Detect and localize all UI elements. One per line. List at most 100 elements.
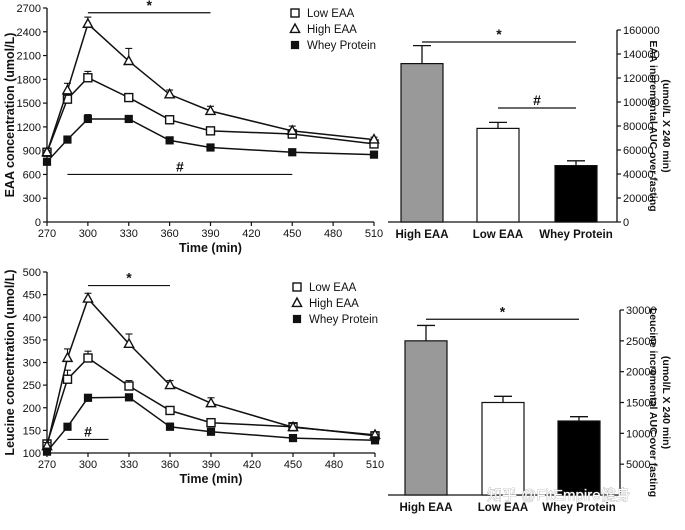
eaa-auc-y-axis-title: EAA incremental AUC over fasting	[647, 40, 659, 211]
leu-line-series-whey-protein-legend-label: Whey Protein	[309, 314, 378, 326]
leu-line-x-tick-label: 510	[366, 459, 384, 471]
eaa-line-series-high-eaa-point	[163, 87, 176, 99]
leu-line-series-whey-protein-point	[165, 422, 175, 431]
eaa-auc-y-tick-label: 80000	[623, 121, 654, 133]
leu-line-x-tick-label: 330	[120, 459, 138, 471]
leu-auc-bar-high-eaa	[404, 340, 448, 496]
leu-line-series-whey-protein-point	[63, 422, 72, 431]
leu-auc-y-tick-label: 5000	[626, 459, 650, 471]
leu-line-y-tick-label: 500	[23, 267, 41, 279]
leu-auc-y-tick-label: 25000	[626, 336, 657, 348]
eaa-auc-category-label: High EAA	[395, 229, 448, 241]
eaa-auc-y-tick-label: 100000	[623, 97, 660, 109]
leu-line-x-tick-label: 360	[161, 459, 179, 471]
eaa-line-series-high-eaa-legend-label: High EAA	[307, 24, 357, 36]
leu-line-series-high-eaa-legend-marker	[291, 296, 303, 308]
leu-line-series-whey-protein-point	[83, 393, 93, 402]
eaa-concentration-panel: 0 300 600 900 1200 1500 1800 2100 2400 2700 270 300…	[3, 0, 383, 255]
leu-line-x-tick-label: 450	[284, 459, 302, 471]
eaa-line-series-whey-protein-point	[288, 148, 297, 157]
leu-line-significance-mark: #	[84, 423, 92, 439]
leu-line-y-tick-label: 300	[23, 358, 41, 370]
leu-line-y-tick-label: 200	[23, 403, 41, 415]
eaa-auc-significance-mark: #	[533, 92, 541, 108]
eaa-line-series-whey-protein-point	[206, 143, 215, 152]
leu-line-series-low-eaa-point	[206, 417, 216, 428]
eaa-line-significance-mark: #	[176, 158, 184, 174]
eaa-line-series-high-eaa-point	[122, 54, 135, 66]
watermark-text: 知乎 @FitEmpire健身	[487, 487, 631, 504]
leu-auc-bar-low-eaa	[481, 401, 525, 496]
eaa-line-series-low-eaa-legend-marker	[290, 8, 300, 18]
eaa-line-series-high-eaa-point	[82, 17, 94, 28]
leu-auc-category-label: High EAA	[399, 502, 452, 514]
eaa-line-series-low-eaa-legend-label: Low EAA	[307, 8, 355, 20]
leu-line-series-low-eaa-point	[165, 405, 175, 416]
eaa-line-x-tick-label: 390	[201, 228, 219, 240]
eaa-line-series-high-eaa-point	[61, 83, 74, 95]
leu-line-series-low-eaa-point	[83, 353, 93, 363]
eaa-line-y-tick-label: 1800	[17, 74, 41, 86]
eaa-line-series-whey-protein-point	[63, 135, 72, 144]
eaa-auc-y-tick-label: 40000	[623, 169, 654, 181]
leu-line-series-whey-protein-point	[124, 393, 134, 402]
leu-line-series-high-eaa-point	[287, 420, 299, 432]
eaa-line-x-tick-label: 330	[120, 228, 138, 240]
leu-line-series-high-eaa-point	[82, 292, 94, 303]
leu-auc-y-tick-label: 15000	[626, 398, 657, 410]
leu-line-x-tick-label: 270	[38, 459, 56, 471]
eaa-line-x-tick-label: 270	[38, 228, 56, 240]
eaa-line-series-low-eaa-point	[83, 73, 93, 83]
eaa-auc-y-tick-label: 140000	[623, 49, 660, 61]
eaa-auc-bar-whey-protein	[554, 165, 598, 223]
eaa-line-series-whey-protein-legend-label: Whey Protein	[307, 40, 376, 52]
eaa-line-series-whey-protein-point	[165, 136, 174, 145]
eaa-line-y-tick-label: 900	[23, 146, 41, 158]
leucine-concentration-panel: 100 150 200 250 300 350 400 450 500 270 300 330 360 3…	[3, 267, 384, 486]
leu-line-significance-mark: *	[126, 270, 132, 286]
eaa-line-series-whey-protein-point	[369, 150, 379, 159]
eaa-line-series-whey-protein-legend-marker	[290, 40, 300, 50]
leu-line-y-tick-label: 150	[23, 425, 41, 437]
leu-line-series-whey-protein-point	[288, 433, 298, 443]
leu-line-y-tick-label: 400	[23, 312, 41, 324]
eaa-auc-bar-low-eaa	[476, 127, 520, 223]
eaa-auc-panel: 0 20000 40000 60000 80000 100000 120000 140000 1…	[388, 25, 672, 241]
leu-line-series-high-eaa-line	[46, 297, 376, 447]
eaa-line-significance-mark: *	[146, 0, 152, 13]
eaa-line-series-high-eaa-line	[46, 22, 375, 153]
eaa-line-y-tick-label: 1500	[17, 98, 41, 110]
leu-line-y-tick-label: 250	[23, 380, 41, 392]
eaa-line-series-low-eaa-point	[164, 115, 175, 125]
eaa-auc-bar-high-eaa	[400, 62, 444, 223]
eaa-auc-significance-mark: *	[496, 26, 502, 42]
eaa-line-series-whey-protein-point	[83, 114, 92, 124]
leu-line-series-whey-protein-line	[46, 396, 376, 453]
eaa-line-x-tick-label: 450	[283, 228, 301, 240]
eaa-line-y-tick-label: 2100	[17, 51, 41, 63]
eaa-line-y-tick-label: 1200	[17, 122, 41, 134]
eaa-auc-y-tick-label: 0	[623, 217, 629, 229]
eaa-line-x-tick-label: 300	[79, 228, 97, 240]
eaa-auc-category-label: Whey Protein	[539, 229, 612, 241]
leu-auc-bar-whey-protein	[557, 420, 601, 496]
eaa-line-series-low-eaa-point	[62, 94, 73, 104]
eaa-line-x-tick-label: 480	[324, 228, 342, 240]
eaa-line-x-axis-title: Time (min)	[179, 241, 242, 255]
eaa-line-y-tick-label: 2400	[17, 27, 41, 39]
eaa-line-series-high-eaa-point	[41, 145, 53, 157]
leu-line-series-whey-protein-point	[42, 447, 52, 456]
eaa-line-x-tick-label: 510	[365, 228, 383, 240]
leu-line-y-tick-label: 350	[23, 335, 41, 347]
eaa-line-y-tick-label: 600	[23, 169, 41, 181]
eaa-auc-y-tick-label: 160000	[623, 25, 660, 37]
leu-line-series-high-eaa-point	[164, 378, 176, 390]
leu-line-series-high-eaa-point	[123, 337, 135, 349]
leu-line-series-whey-protein-point	[370, 436, 380, 445]
leu-line-series-low-eaa-point	[62, 374, 73, 384]
eaa-auc-y-tick-label: 60000	[623, 145, 654, 157]
leu-line-x-tick-label: 300	[79, 459, 97, 471]
leu-auc-y-tick-label: 20000	[626, 367, 657, 379]
eaa-line-y-tick-label: 300	[23, 193, 41, 205]
leu-auc-y-tick-label: 10000	[626, 428, 657, 440]
